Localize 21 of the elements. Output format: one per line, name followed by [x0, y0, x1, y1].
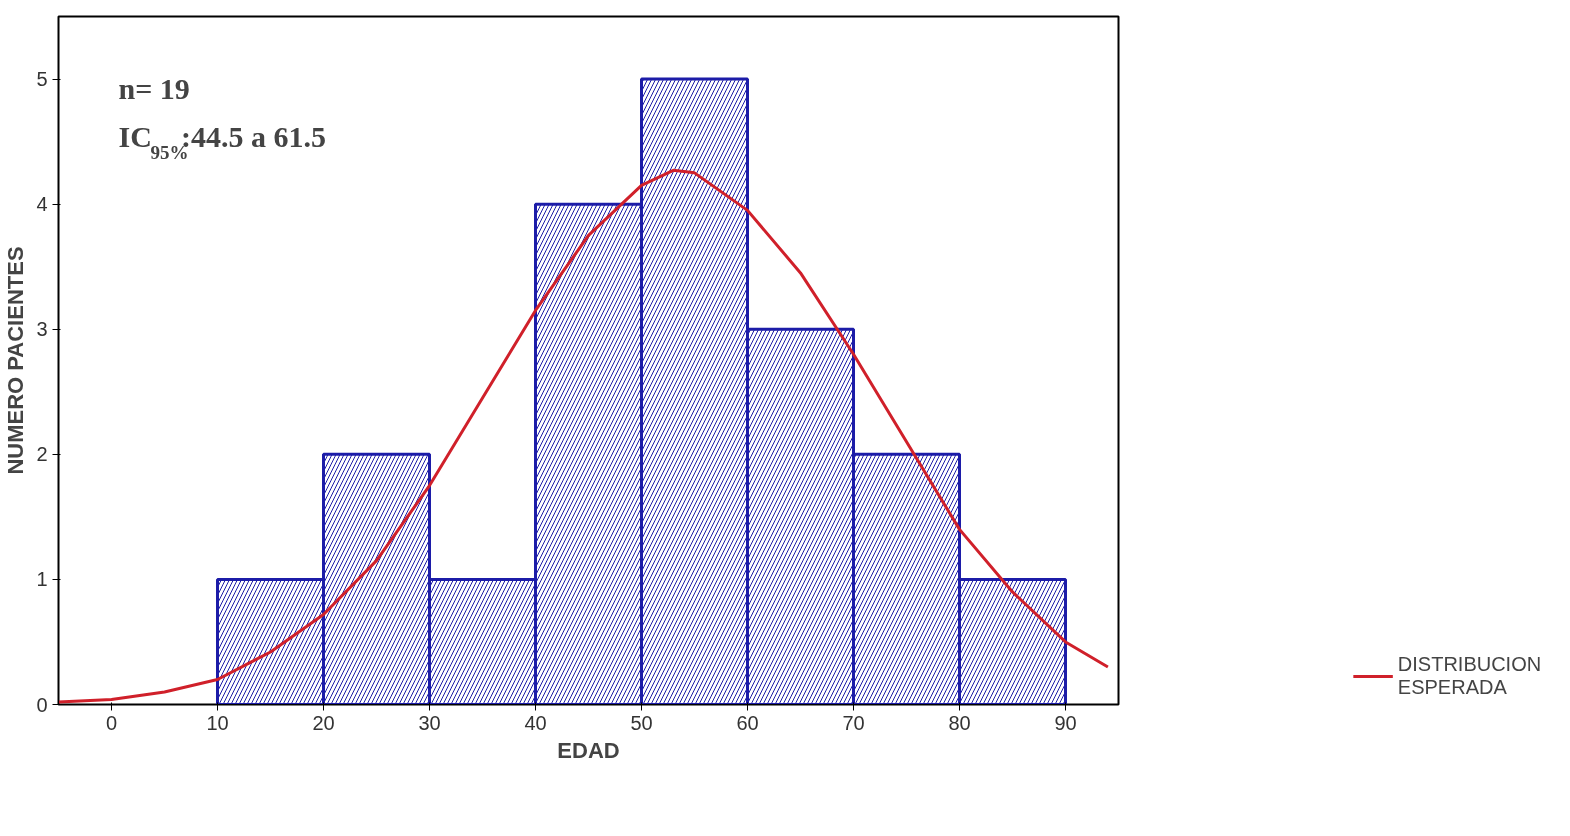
- x-tick-label: 50: [630, 711, 653, 734]
- y-tick-label: 2: [36, 443, 48, 466]
- x-tick-label: 70: [842, 711, 865, 734]
- y-axis-title: NUMERO PACIENTES: [3, 246, 29, 475]
- y-tick-label: 0: [36, 693, 48, 716]
- y-tick-label: 4: [36, 193, 48, 216]
- x-tick-label: 40: [524, 711, 547, 734]
- line-series: [58, 168, 1110, 704]
- legend-label: DISTRIBUCION ESPERADA: [1397, 653, 1542, 699]
- x-tick-label: 10: [206, 711, 229, 734]
- x-tick-label: 30: [418, 711, 441, 734]
- y-tick-label: 3: [36, 318, 48, 341]
- x-tick-label: 0: [105, 711, 118, 734]
- y-tick-label: 1: [36, 568, 48, 591]
- x-axis-title: EDAD: [557, 737, 620, 763]
- x-tick-label: 90: [1054, 711, 1077, 734]
- annotation: n= 19: [118, 71, 190, 105]
- x-tick-label: 60: [736, 711, 759, 734]
- x-tick-label: 80: [948, 711, 971, 734]
- y-tick-label: 5: [36, 68, 48, 91]
- x-tick-label: 20: [312, 711, 335, 734]
